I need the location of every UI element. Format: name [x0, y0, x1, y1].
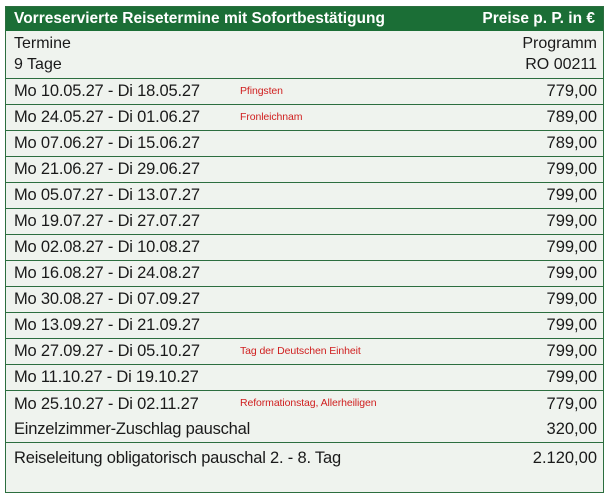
price-cell: 799,00: [546, 238, 597, 256]
single-room-surcharge-row: Einzelzimmer-Zuschlag pauschal 320,00: [6, 417, 603, 443]
holiday-note: Tag der Deutschen Einheit: [240, 345, 361, 357]
date-range: Mo 25.10.27 - Di 02.11.27: [14, 394, 199, 413]
holiday-note: Reformationstag, Allerheiligen: [240, 397, 377, 409]
price-cell: 320,00: [546, 420, 597, 438]
holiday-note: Fronleichnam: [240, 111, 303, 123]
date-range: Mo 27.09.27 - Di 05.10.27: [14, 342, 200, 360]
date-range: Mo 05.07.27 - Di 13.07.27: [14, 186, 200, 204]
table-row: Mo 02.08.27 - Di 10.08.27 799,00: [6, 235, 603, 261]
date-range: Mo 11.10.27 - Di 19.10.27: [14, 368, 199, 386]
price-unit-label: Preise p. P. in €: [482, 10, 595, 27]
travel-dates-table: Vorreservierte Reisetermine mit Sofortbe…: [5, 6, 604, 493]
price-cell: 789,00: [546, 108, 597, 126]
table-row: Mo 27.09.27 - Di 05.10.27 Tag der Deutsch…: [6, 339, 603, 365]
price-cell: 799,00: [546, 342, 597, 360]
surcharge-label: Einzelzimmer-Zuschlag pauschal: [14, 420, 251, 438]
price-cell: 2.120,00: [532, 448, 597, 467]
table-row: Mo 25.10.27 - Di 02.11.27 Reformationstag…: [6, 391, 603, 417]
price-cell: 799,00: [546, 316, 597, 334]
table-row: Mo 24.05.27 - Di 01.06.27 Fronleichnam 789…: [6, 105, 603, 131]
table-row: Mo 30.08.27 - Di 07.09.27 799,00: [6, 287, 603, 313]
price-cell: 799,00: [546, 264, 597, 282]
price-cell: 779,00: [546, 394, 597, 413]
table-row: Mo 16.08.27 - Di 24.08.27 799,00: [6, 261, 603, 287]
price-cell: 789,00: [546, 134, 597, 152]
price-cell: 799,00: [546, 186, 597, 204]
surcharge-label: Reiseleitung obligatorisch pauschal 2. -…: [14, 448, 341, 467]
date-range: Mo 19.07.27 - Di 27.07.27: [14, 212, 200, 230]
date-rows: Mo 10.05.27 - Di 18.05.27 Pfingsten 779,00…: [6, 79, 603, 417]
price-cell: 799,00: [546, 368, 597, 386]
price-cell: 799,00: [546, 290, 597, 308]
price-cell: 799,00: [546, 212, 597, 230]
surcharge-rows: Einzelzimmer-Zuschlag pauschal 320,00 Reis…: [6, 417, 603, 473]
dates-column-label: Termine: [14, 35, 71, 52]
date-range: Mo 13.09.27 - Di 21.09.27: [14, 316, 200, 334]
program-code: RO 00211: [525, 56, 597, 73]
date-range: Mo 02.08.27 - Di 10.08.27: [14, 238, 200, 256]
table-row: Mo 21.06.27 - Di 29.06.27 799,00: [6, 157, 603, 183]
date-range: Mo 21.06.27 - Di 29.06.27: [14, 160, 200, 178]
date-range: Mo 07.06.27 - Di 15.06.27: [14, 134, 200, 152]
price-cell: 799,00: [546, 160, 597, 178]
table-header: Vorreservierte Reisetermine mit Sofortbe…: [6, 7, 603, 31]
table-row: Mo 07.06.27 - Di 15.06.27 789,00: [6, 131, 603, 157]
date-range: Mo 10.05.27 - Di 18.05.27: [14, 82, 200, 100]
date-range: Mo 24.05.27 - Di 01.06.27: [14, 108, 200, 126]
date-range: Mo 30.08.27 - Di 07.09.27: [14, 290, 200, 308]
tour-guide-fee-row: Reiseleitung obligatorisch pauschal 2. -…: [6, 443, 603, 473]
table-row: Mo 11.10.27 - Di 19.10.27 799,00: [6, 365, 603, 391]
duration-label: 9 Tage: [14, 56, 62, 73]
holiday-note: Pfingsten: [240, 85, 283, 97]
table-row: Mo 05.07.27 - Di 13.07.27 799,00: [6, 183, 603, 209]
table-row: Mo 10.05.27 - Di 18.05.27 Pfingsten 779,00: [6, 79, 603, 105]
table-title: Vorreservierte Reisetermine mit Sofortbe…: [14, 10, 385, 27]
column-subheader: Termine Programm 9 Tage RO 00211: [6, 31, 603, 79]
table-row: Mo 19.07.27 - Di 27.07.27 799,00: [6, 209, 603, 235]
date-range: Mo 16.08.27 - Di 24.08.27: [14, 264, 200, 282]
table-row: Mo 13.09.27 - Di 21.09.27 799,00: [6, 313, 603, 339]
price-cell: 779,00: [546, 82, 597, 100]
program-column-label: Programm: [522, 35, 597, 52]
